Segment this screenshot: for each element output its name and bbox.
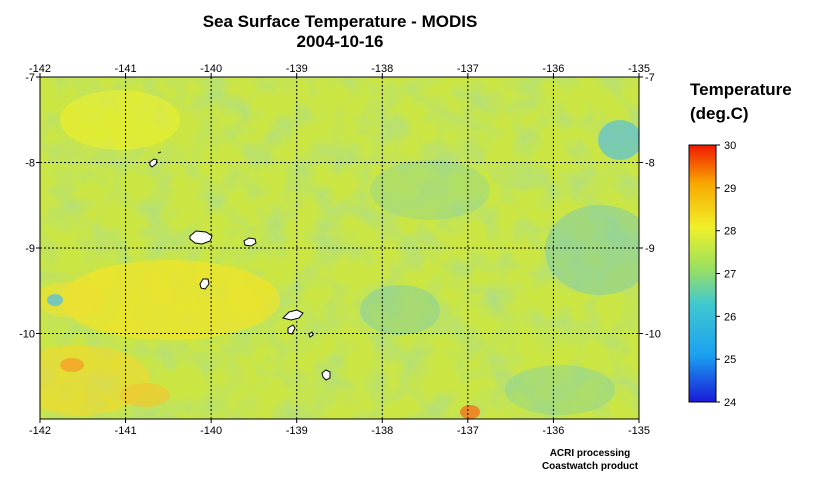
lon-tick-label-top: -139 bbox=[286, 63, 308, 75]
colorbar-tick-label: 24 bbox=[724, 397, 736, 409]
island bbox=[321, 369, 331, 381]
island bbox=[189, 230, 213, 245]
colorbar-tick-label: 25 bbox=[724, 354, 736, 366]
sst-field bbox=[40, 77, 639, 419]
map-title: Sea Surface Temperature - MODIS bbox=[202, 12, 478, 31]
island bbox=[149, 158, 158, 168]
lat-tick-label-left: -7 bbox=[25, 72, 35, 84]
gridlines bbox=[40, 77, 639, 419]
island bbox=[243, 237, 257, 247]
map-date: 2004-10-16 bbox=[296, 32, 384, 51]
lat-tick-label-right: -10 bbox=[645, 329, 661, 341]
lon-tick-label-bottom: -138 bbox=[371, 425, 393, 437]
legend-units: (deg.C) bbox=[690, 104, 749, 123]
island bbox=[287, 324, 296, 335]
lat-tick-label-left: -8 bbox=[25, 158, 35, 170]
axis-ticks: -142 -142 -141 -141 -140 -140 -139 -139 -138 -138… bbox=[19, 63, 661, 437]
lon-tick-label-top: -140 bbox=[200, 63, 222, 75]
colorbar-tick-label: 29 bbox=[724, 183, 736, 195]
lon-tick-label-top: -141 bbox=[115, 63, 137, 75]
colorbar-tick-label: 30 bbox=[724, 140, 736, 152]
lon-tick-label-top: -138 bbox=[371, 63, 393, 75]
lon-tick-label-bottom: -137 bbox=[457, 425, 479, 437]
island bbox=[308, 331, 314, 338]
colorbar-tick-label: 27 bbox=[724, 269, 736, 281]
lat-tick-label-right: -7 bbox=[645, 72, 655, 84]
processing-credit: ACRI processing bbox=[549, 448, 631, 459]
lat-tick-label-right: -8 bbox=[645, 158, 655, 170]
lon-tick-label-bottom: -139 bbox=[286, 425, 308, 437]
colorbar-tick-label: 26 bbox=[724, 311, 736, 323]
lon-tick-label-bottom: -140 bbox=[200, 425, 222, 437]
lon-tick-label-bottom: -141 bbox=[115, 425, 137, 437]
lat-tick-label-left: -10 bbox=[19, 329, 35, 341]
lon-tick-label-bottom: -142 bbox=[29, 425, 51, 437]
lon-tick-label-top: -136 bbox=[542, 63, 564, 75]
islands bbox=[149, 151, 331, 381]
colorbar bbox=[688, 144, 717, 403]
colorbar-tick-label: 28 bbox=[724, 226, 736, 238]
island bbox=[199, 278, 210, 290]
lon-tick-label-top: -142 bbox=[29, 63, 51, 75]
lon-tick-label-bottom: -136 bbox=[542, 425, 564, 437]
island bbox=[282, 309, 304, 321]
lon-tick-label-bottom: -135 bbox=[628, 425, 650, 437]
lat-tick-label-left: -9 bbox=[25, 243, 35, 255]
colorbar-ticks: 30 29 28 27 26 25 24 bbox=[716, 140, 736, 409]
lon-tick-label-top: -135 bbox=[628, 63, 650, 75]
legend-title: Temperature bbox=[690, 80, 792, 99]
product-credit: Coastwatch product bbox=[541, 461, 639, 472]
island bbox=[157, 151, 162, 154]
lon-tick-label-top: -137 bbox=[457, 63, 479, 75]
lat-tick-label-right: -9 bbox=[645, 243, 655, 255]
